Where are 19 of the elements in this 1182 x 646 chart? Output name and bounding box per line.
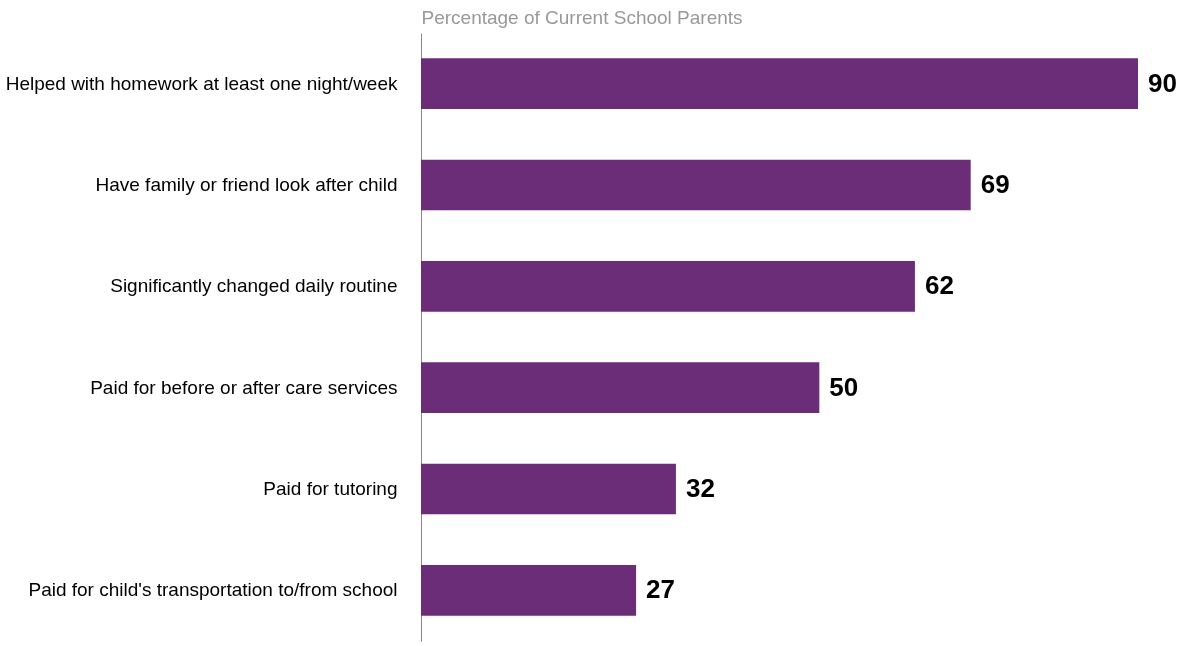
data-label: 27 — [646, 574, 676, 605]
bar — [421, 261, 915, 312]
bar — [421, 565, 637, 616]
y-tick-label: Paid for child's transportation to/from school — [28, 579, 398, 601]
y-tick-label: Have family or friend look after child — [95, 174, 398, 195]
bar — [421, 58, 1138, 109]
y-tick-label: Paid for before or after care services — [90, 376, 398, 398]
data-label: 62 — [924, 270, 954, 301]
y-tick-label: Paid for tutoring — [263, 478, 398, 499]
data-label: 90 — [1148, 67, 1177, 98]
y-tick-label: Helped with homework at least one night/week — [5, 72, 398, 94]
data-label: 32 — [685, 473, 715, 503]
y-tick-label: Significantly changed daily routine — [110, 275, 398, 297]
bar — [421, 159, 971, 211]
data-label: 50 — [829, 371, 859, 402]
data-label: 69 — [980, 169, 1010, 199]
bar — [421, 463, 676, 515]
x-axis-title: Percentage of Current School Parents — [421, 6, 743, 28]
bar — [421, 362, 820, 413]
